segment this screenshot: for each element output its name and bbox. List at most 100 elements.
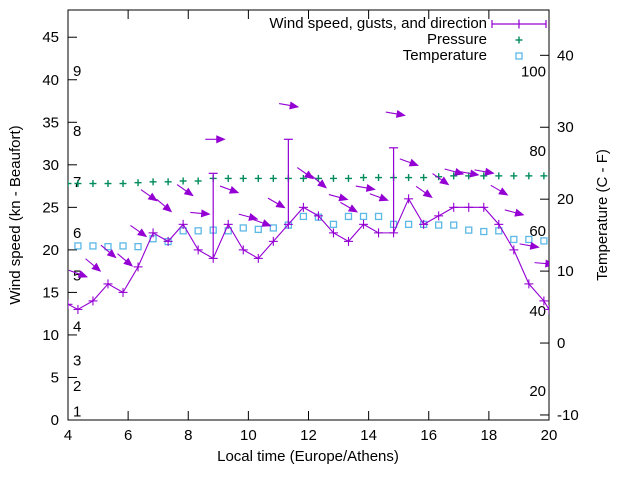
wind-arrow-head [275, 200, 286, 209]
beaufort-inner-label: 7 [73, 174, 81, 191]
temperature-point [359, 212, 368, 221]
fahrenheit-inner-label: 100 [521, 63, 546, 80]
temperature-point [329, 220, 338, 229]
wind-tick-label: 10 [42, 327, 59, 344]
wind-arrow-head [378, 193, 389, 202]
temp-tick-label: -10 [557, 407, 579, 424]
wind-arrow-head [317, 179, 327, 189]
temperature-point [194, 227, 202, 235]
temperature-point [344, 212, 353, 221]
gust-bars [208, 138, 399, 259]
wind-arrow-head [347, 204, 359, 213]
wind-arrow-head [408, 158, 419, 167]
legend-wind-sample [491, 19, 547, 29]
wind-arrow-head [422, 189, 433, 198]
x-axis-title: Local time (Europe/Athens) [217, 448, 399, 465]
wind-arrow-head [469, 169, 480, 178]
beaufort-inner-label: 2 [73, 378, 81, 395]
temperature-point [89, 242, 97, 250]
temperature-point [540, 237, 548, 245]
wind-arrow-head [228, 186, 240, 194]
temperature-point [404, 220, 413, 229]
temperature-point [239, 224, 247, 232]
x-tick-label: 12 [300, 427, 317, 444]
fahrenheit-inner-label: 40 [529, 303, 546, 320]
wind-line [68, 197, 549, 311]
wind-arrow-head [514, 208, 525, 217]
wind-arrow-head [216, 135, 226, 144]
wind-tick-label: 15 [42, 284, 59, 301]
wind-arrow-head [106, 249, 117, 259]
legend-temperature-marker [515, 52, 523, 60]
wind-arrow-head [529, 241, 540, 250]
temperature-point [525, 235, 533, 244]
wind-arrow-head [365, 183, 376, 192]
wind-tick-label: 5 [51, 369, 59, 386]
temperature-point [480, 227, 488, 236]
beaufort-inner-label: 8 [73, 123, 81, 140]
wind-arrow-head [545, 259, 549, 268]
wind-arrow-head [338, 193, 349, 202]
x-tick-label: 10 [240, 427, 257, 444]
legend-temperature-label: Temperature [403, 47, 487, 64]
wind-arrow-head [484, 167, 495, 176]
temperature-point [269, 224, 277, 232]
fahrenheit-inner-label: 60 [529, 223, 546, 240]
temperature-point [374, 212, 383, 221]
x-tick-label: 20 [541, 427, 558, 444]
wind-tick-label: 30 [42, 157, 59, 174]
x-tick-label: 6 [124, 427, 132, 444]
beaufort-inner-label: 3 [73, 352, 81, 369]
wind-arrow-head [183, 187, 194, 197]
temperature-point [435, 221, 443, 229]
beaufort-inner-label: 6 [73, 225, 81, 242]
temperature-point [465, 226, 473, 234]
legend-pressure-label: Pressure [427, 31, 487, 48]
plot-border [67, 9, 550, 421]
legend-temperature-sample [515, 52, 523, 60]
beaufort-inner-label: 9 [73, 63, 81, 80]
x-tick-label: 8 [184, 427, 192, 444]
x-tick-label: 14 [360, 427, 377, 444]
wind-tick-label: 20 [42, 242, 59, 259]
legend-samples [491, 19, 547, 60]
temp-tick-label: 40 [557, 47, 574, 64]
wind-tick-label: 40 [42, 72, 59, 89]
wind-direction-arrows [68, 101, 549, 278]
x-tick-label: 16 [420, 427, 437, 444]
wind-tick-label: 25 [42, 199, 59, 216]
wind-arrow-head [439, 176, 450, 186]
x-tick-label: 18 [481, 427, 498, 444]
temperature-point [450, 221, 458, 229]
legend-pressure-sample [515, 36, 523, 44]
temp-tick-label: 20 [557, 191, 574, 208]
wind-arrow-head [289, 101, 300, 110]
axes-layer: 4 6 8 10 12 14 16 18 20051015202530354045-100102… [42, 10, 579, 444]
fahrenheit-inner-label: 20 [529, 383, 546, 400]
temperature-point [134, 242, 142, 251]
legend-wind-label: Wind speed, gusts, and direction [269, 15, 487, 32]
wind-arrow-head [395, 109, 406, 118]
wind-arrow-head [77, 270, 88, 278]
wind-arrow-head [261, 219, 272, 227]
temp-tick-label: 30 [557, 119, 574, 136]
temperature-point [510, 235, 518, 244]
wind-tick-label: 35 [42, 114, 59, 131]
wind-arrow-head [200, 209, 211, 218]
wind-arrow-head [147, 192, 158, 202]
wind-arrow-head [91, 262, 102, 272]
series-layer [68, 101, 549, 314]
right-axis-title: Temperature (C - F) [594, 149, 611, 281]
temperature-point [119, 242, 127, 250]
temperature-point [299, 212, 308, 221]
x-tick-label: 4 [64, 427, 72, 444]
temperature-point [74, 242, 82, 250]
wind-series [68, 194, 549, 314]
wind-arrow-head [137, 228, 148, 238]
wind-arrow-head [498, 187, 509, 196]
beaufort-inner-label: 4 [73, 318, 81, 335]
wind-arrow-head [123, 257, 134, 267]
wind-tick-label: 0 [51, 412, 59, 429]
wind-tick-label: 45 [42, 29, 59, 46]
